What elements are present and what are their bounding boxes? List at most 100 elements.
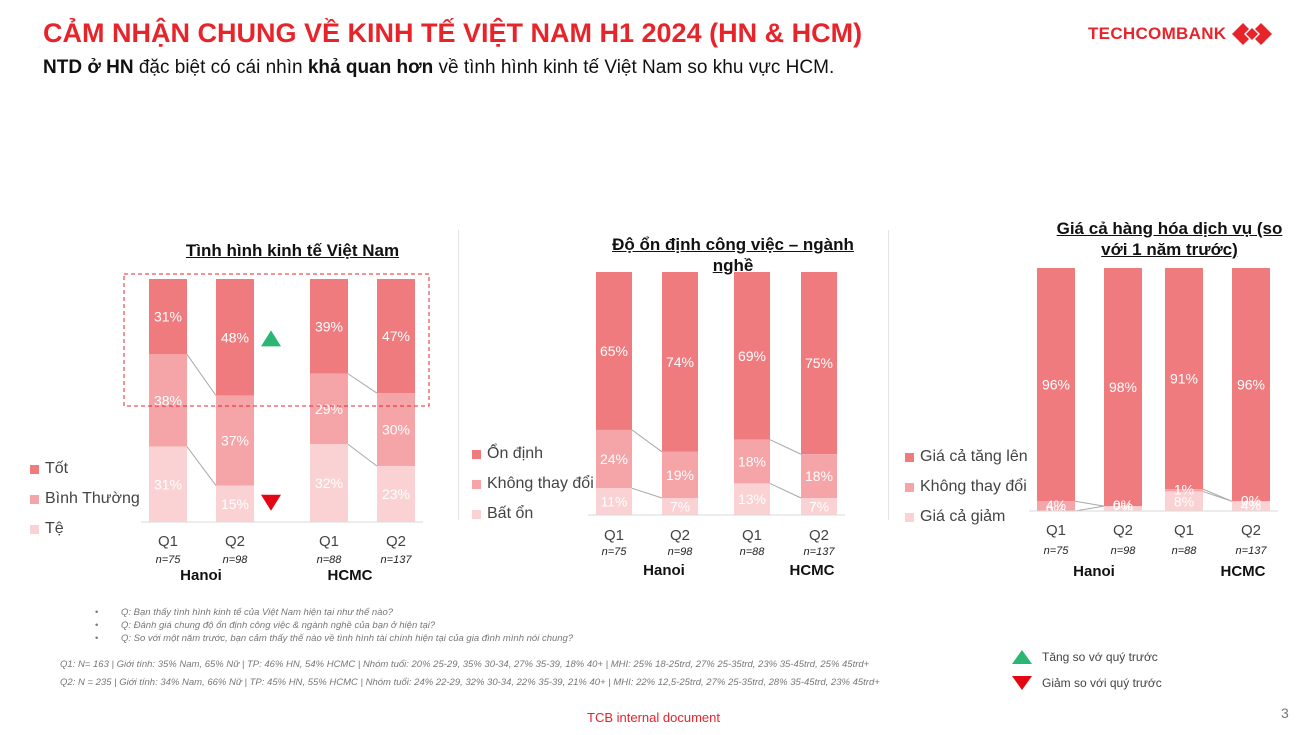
group-label: HCMC <box>1221 563 1266 580</box>
footnote-item: • Q: Bạn thấy tình hình kinh tế của Việt … <box>95 606 573 619</box>
connector-line <box>347 373 378 394</box>
tick-label: Q1 <box>604 527 624 544</box>
footnote-item: • Q: Đánh giá chung độ ổn định công việc … <box>95 619 573 632</box>
tick-label: Q2 <box>670 527 690 544</box>
bar-segment <box>310 373 348 445</box>
legend-swatch <box>30 524 39 534</box>
legend-item: Tốt <box>30 454 140 484</box>
group-label: Hanoi <box>180 567 222 584</box>
data-label: 31% <box>154 476 182 492</box>
footnote-item: • Q: So với một năm trước, bạn cảm thấy t… <box>95 632 573 645</box>
data-label: 15% <box>221 496 249 512</box>
footnote-text: Q: So với một năm trước, bạn cảm thấy th… <box>121 633 574 644</box>
highlight-box <box>123 273 430 407</box>
data-label: 2% <box>1113 500 1133 516</box>
data-label: 13% <box>738 491 766 507</box>
sample-size-label: n=88 <box>317 554 343 566</box>
data-label: 23% <box>382 486 410 502</box>
data-label: 69% <box>738 348 766 364</box>
connector-line <box>347 443 378 467</box>
sample-size-label: n=75 <box>1044 545 1070 557</box>
footnote-text: Q: Bạn thấy tình hình kinh tế của Việt N… <box>121 607 394 618</box>
connector-line <box>769 439 802 455</box>
sample-size-label: n=98 <box>668 546 694 558</box>
bar-segment <box>734 439 770 484</box>
data-label: 39% <box>315 318 343 334</box>
legend-label: Không thay đổi <box>920 478 1027 495</box>
data-label: 65% <box>600 343 628 359</box>
key-up-label: Tăng so vớ quý trước <box>1042 650 1158 664</box>
legend-label: Bình Thường <box>45 490 140 507</box>
bar-segment <box>1165 491 1203 511</box>
legend-item: Ổn định <box>472 439 594 469</box>
bar-segment <box>310 444 348 522</box>
bar-segment <box>1232 501 1270 511</box>
subtitle-text-1: đặc biệt có cái nhìn <box>133 57 308 78</box>
key-down-label: Giảm so với quý trước <box>1042 676 1162 690</box>
subtitle-bold-1: NTD ở HN <box>43 57 134 78</box>
chart-3-title: Giá cả hàng hóa dịch vụ (so với 1 năm tr… <box>1056 219 1283 259</box>
data-label: 8% <box>1174 493 1194 509</box>
legend-swatch <box>905 482 914 492</box>
bar-segment <box>216 279 254 396</box>
bar-segment <box>596 488 632 515</box>
bar-segment <box>1104 268 1142 507</box>
bar-segment <box>662 497 698 515</box>
divider-2 <box>888 230 889 520</box>
connector-line <box>186 354 217 396</box>
divider-1 <box>458 230 459 520</box>
legend-item: Không thay đổi <box>905 472 1028 502</box>
group-label: Hanoi <box>1073 563 1115 580</box>
legend-swatch <box>30 464 39 474</box>
bar-segment <box>1165 489 1203 492</box>
bar-segment <box>149 279 187 355</box>
tick-label: Q1 <box>1174 522 1194 539</box>
data-label: 37% <box>221 433 249 449</box>
connector-line <box>1202 488 1233 502</box>
connector-line <box>631 429 663 453</box>
tick-label: Q2 <box>225 533 245 550</box>
legend-swatch <box>905 452 914 462</box>
bar-segment <box>1165 268 1203 490</box>
bar-segment <box>734 483 770 515</box>
connector-line <box>769 482 802 499</box>
legend-swatch <box>472 509 481 519</box>
triangle-down-icon <box>261 494 281 511</box>
bar-segment <box>377 466 415 522</box>
bar-segment <box>734 272 770 440</box>
sample-size-label: n=88 <box>740 546 766 558</box>
page-subtitle: NTD ở HN đặc biệt có cái nhìn khả quan h… <box>43 57 834 79</box>
data-label: 18% <box>805 468 833 484</box>
bar-segment <box>1232 268 1270 502</box>
data-label: 32% <box>315 475 343 491</box>
page-title: CẢM NHẬN CHUNG VỀ KINH TẾ VIỆT NAM H1 20… <box>43 18 863 48</box>
bar-segment <box>801 272 837 455</box>
techcombank-logo: TECHCOMBANK <box>1088 21 1273 47</box>
data-label: 98% <box>1109 379 1137 395</box>
tick-label: Q1 <box>319 533 339 550</box>
subtitle-text-2: về tình hình kinh tế Việt Nam so khu vực… <box>433 57 835 78</box>
tick-label: Q2 <box>1113 522 1133 539</box>
sample-size-label: n=137 <box>381 554 413 566</box>
legend-swatch <box>905 512 914 522</box>
data-label: 18% <box>738 454 766 470</box>
triangle-up-icon <box>261 330 281 347</box>
data-label: 48% <box>221 329 249 345</box>
tick-label: Q2 <box>1241 522 1261 539</box>
legend-item: Không thay đổi <box>472 469 594 499</box>
chart-3-legend: Giá cả tăng lên Không thay đổi Giá cả gi… <box>905 442 1028 532</box>
chart-2-title: Độ ổn định công việc – ngành nghề <box>612 235 854 275</box>
group-label: HCMC <box>328 567 373 584</box>
data-label: 1% <box>1174 481 1194 497</box>
legend-item: Bình Thường <box>30 484 140 514</box>
data-label: 4% <box>1046 497 1066 513</box>
bar-segment <box>1104 506 1142 511</box>
sample-size-label: n=98 <box>223 554 249 566</box>
bar-segment <box>310 279 348 374</box>
bar-segment <box>216 395 254 486</box>
data-label: 0% <box>1046 502 1066 518</box>
tick-label: Q2 <box>386 533 406 550</box>
chart-1-title: Tình hình kinh tế Việt Nam <box>185 241 400 260</box>
footnotes: • Q: Bạn thấy tình hình kinh tế của Việt … <box>95 606 573 645</box>
legend-swatch <box>472 479 481 489</box>
